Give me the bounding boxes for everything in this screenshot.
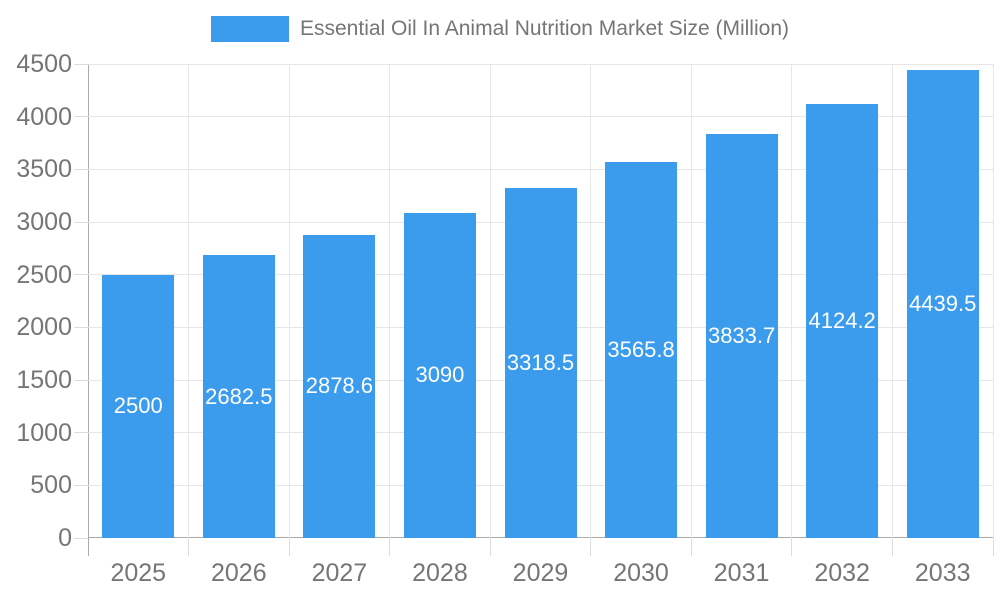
v-gridline (690, 64, 692, 538)
y-tick-label: 1500 (16, 366, 72, 394)
x-tick-label: 2033 (914, 559, 971, 587)
y-tick-mark (74, 116, 88, 118)
y-tick-mark (74, 326, 88, 328)
v-gridline (891, 64, 893, 538)
bar[interactable]: 3833.7 (705, 134, 778, 538)
bar-value-label: 4439.5 (909, 291, 977, 317)
y-tick-mark (74, 379, 88, 381)
y-tick-mark (74, 63, 88, 65)
y-tick-label: 4500 (16, 50, 72, 78)
bar[interactable]: 4124.2 (806, 103, 879, 538)
v-gridline (992, 64, 994, 538)
bar-value-label: 2682.5 (205, 383, 273, 409)
bar-value-label: 3833.7 (707, 323, 776, 349)
v-gridline (590, 64, 592, 538)
x-tick-mark (690, 538, 692, 556)
y-tick-label: 1000 (16, 418, 72, 447)
y-tick-mark (74, 221, 88, 223)
v-gridline (188, 64, 190, 538)
bar-value-label: 3318.5 (506, 350, 575, 376)
y-tick-label: 0 (58, 524, 72, 552)
x-tick-mark (389, 538, 391, 556)
x-tick-label: 2031 (713, 559, 770, 587)
h-gridline (88, 168, 993, 170)
y-tick-label: 3500 (16, 155, 72, 184)
y-tick-mark (74, 274, 88, 276)
y-axis-border (88, 64, 89, 556)
x-tick-label: 2032 (814, 559, 870, 587)
chart-legend[interactable]: Essential Oil In Animal Nutrition Market… (0, 16, 1000, 42)
h-gridline (88, 63, 993, 65)
x-tick-label: 2025 (110, 559, 167, 587)
x-tick-label: 2030 (613, 559, 669, 587)
v-gridline (791, 64, 793, 538)
y-tick-label: 4000 (16, 102, 72, 131)
x-tick-label: 2026 (211, 559, 267, 587)
x-tick-mark (791, 538, 793, 556)
bar[interactable]: 4439.5 (906, 70, 979, 538)
h-gridline (88, 116, 993, 118)
x-tick-mark (590, 538, 592, 556)
y-tick-label: 2000 (16, 313, 72, 342)
x-tick-label: 2027 (311, 559, 368, 587)
x-tick-mark (288, 538, 290, 556)
bar[interactable]: 3318.5 (504, 188, 577, 538)
bar-value-label: 2878.6 (305, 373, 374, 399)
v-gridline (489, 64, 491, 538)
bar[interactable]: 3565.8 (605, 162, 678, 538)
bar-value-label: 2500 (113, 393, 163, 419)
x-tick-mark (992, 538, 994, 556)
bar-value-label: 3090 (415, 362, 465, 388)
y-tick-label: 2500 (16, 260, 72, 289)
y-tick-mark (74, 168, 88, 170)
v-gridline (288, 64, 290, 538)
bar[interactable]: 3090 (403, 212, 476, 538)
y-tick-mark (74, 432, 88, 434)
legend-label: Essential Oil In Animal Nutrition Market… (300, 17, 789, 40)
y-tick-label: 500 (30, 471, 72, 500)
plot-area: 2500 2682.5 2878.6 3090 3318.5 3565.8 3833.7 41… (88, 63, 994, 538)
bar[interactable]: 2878.6 (303, 234, 376, 538)
x-tick-label: 2029 (512, 559, 569, 587)
bar-value-label: 3565.8 (607, 337, 675, 363)
x-tick-mark (188, 538, 190, 556)
x-tick-label: 2028 (412, 559, 468, 587)
bar-value-label: 4124.2 (808, 307, 876, 333)
y-tick-mark (74, 537, 88, 539)
legend-swatch[interactable] (211, 16, 289, 42)
bar[interactable]: 2500 (102, 274, 175, 538)
bar[interactable]: 2682.5 (202, 255, 275, 538)
v-gridline (389, 64, 391, 538)
y-tick-label: 3000 (16, 208, 72, 236)
x-tick-mark (489, 538, 491, 556)
y-tick-mark (74, 484, 88, 486)
x-tick-mark (891, 538, 893, 556)
